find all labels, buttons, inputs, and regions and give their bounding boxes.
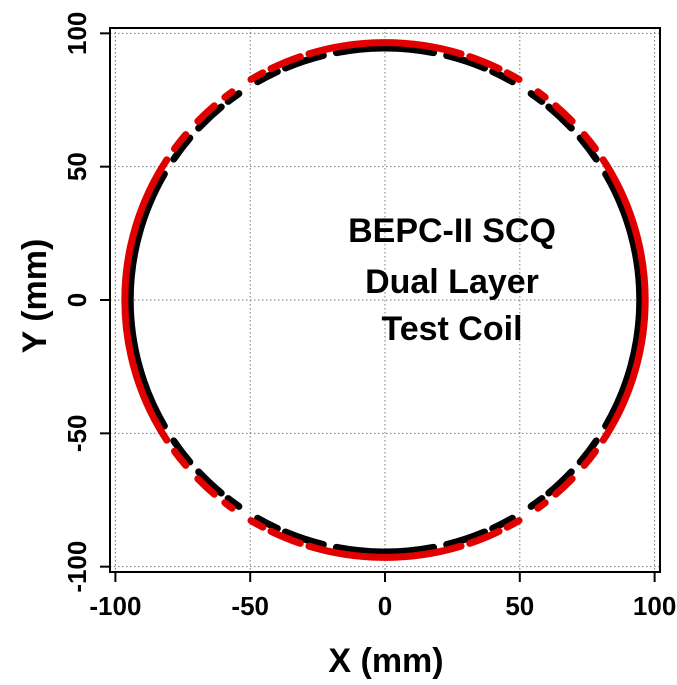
coil-arc — [576, 437, 600, 466]
coil-arc — [194, 475, 218, 498]
coil-arc — [466, 53, 503, 73]
annotation-line-2: Dual Layer — [365, 263, 539, 301]
coil-arc — [170, 437, 194, 466]
coil-arc — [443, 528, 489, 549]
data-arcs — [121, 39, 649, 561]
coil-arc — [195, 468, 225, 497]
coil-arc — [489, 68, 516, 86]
coil-arc — [126, 170, 168, 430]
series-2 — [121, 39, 649, 561]
coil-arc — [552, 475, 576, 498]
coil-arc — [527, 90, 546, 105]
x-tick-label: 100 — [633, 591, 676, 621]
x-tick-label: -50 — [231, 591, 269, 621]
coil-arc — [503, 69, 523, 83]
coil-arc — [247, 517, 267, 531]
x-tick-label: 50 — [505, 591, 534, 621]
y-tick-label: 100 — [62, 12, 92, 55]
series-1 — [126, 44, 644, 556]
y-tick-label: 0 — [62, 293, 92, 307]
coil-arc — [267, 53, 304, 73]
x-axis-title: X (mm) — [328, 642, 443, 680]
coil-arc — [466, 527, 503, 547]
coil-arc — [281, 51, 327, 72]
coil-arc — [545, 103, 575, 132]
coil-arc — [195, 103, 225, 132]
coil-arc — [170, 134, 194, 163]
coil-arc — [171, 131, 190, 153]
coil-arc — [534, 499, 549, 512]
coil-arc — [576, 134, 600, 163]
coil-arc — [194, 102, 218, 125]
y-tick-label: -50 — [62, 415, 92, 453]
coil-arc — [332, 543, 438, 556]
coil-arc — [247, 69, 267, 83]
y-tick-label: 50 — [62, 152, 92, 181]
coil-arc — [224, 495, 243, 510]
coil-arc — [527, 495, 546, 510]
coil-arc — [305, 542, 465, 561]
coil-arc — [254, 68, 281, 86]
coil-arc — [332, 44, 438, 57]
grid — [110, 28, 660, 572]
coil-arc — [503, 517, 523, 531]
coil-arc — [221, 499, 236, 512]
x-tick-label: -100 — [89, 591, 141, 621]
coil-arc — [599, 156, 649, 444]
y-tick-label: -100 — [62, 541, 92, 593]
coil-arc — [443, 51, 489, 72]
coil-arc — [281, 528, 327, 549]
coil-arc — [602, 170, 644, 430]
coil-arc — [552, 102, 576, 125]
coil-arc — [489, 514, 516, 532]
coil-arc — [221, 88, 236, 101]
coil-arc — [545, 468, 575, 497]
coil-arc — [534, 88, 549, 101]
coil-arc — [171, 447, 190, 469]
x-tick-label: 0 — [378, 591, 392, 621]
axes: -100 -50 0 50 100 -100 -50 0 50 100 — [62, 12, 676, 621]
annotation-line-1: BEPC-II SCQ — [348, 212, 556, 250]
coil-arc — [224, 90, 243, 105]
coil-arc — [121, 156, 171, 444]
y-axis-title: Y (mm) — [16, 239, 54, 354]
annotation-line-3: Test Coil — [381, 310, 522, 348]
coil-arc — [305, 39, 465, 58]
coil-arc — [267, 527, 304, 547]
coil-arc — [254, 514, 281, 532]
coil-arc — [580, 131, 599, 153]
coil-arc — [580, 447, 599, 469]
